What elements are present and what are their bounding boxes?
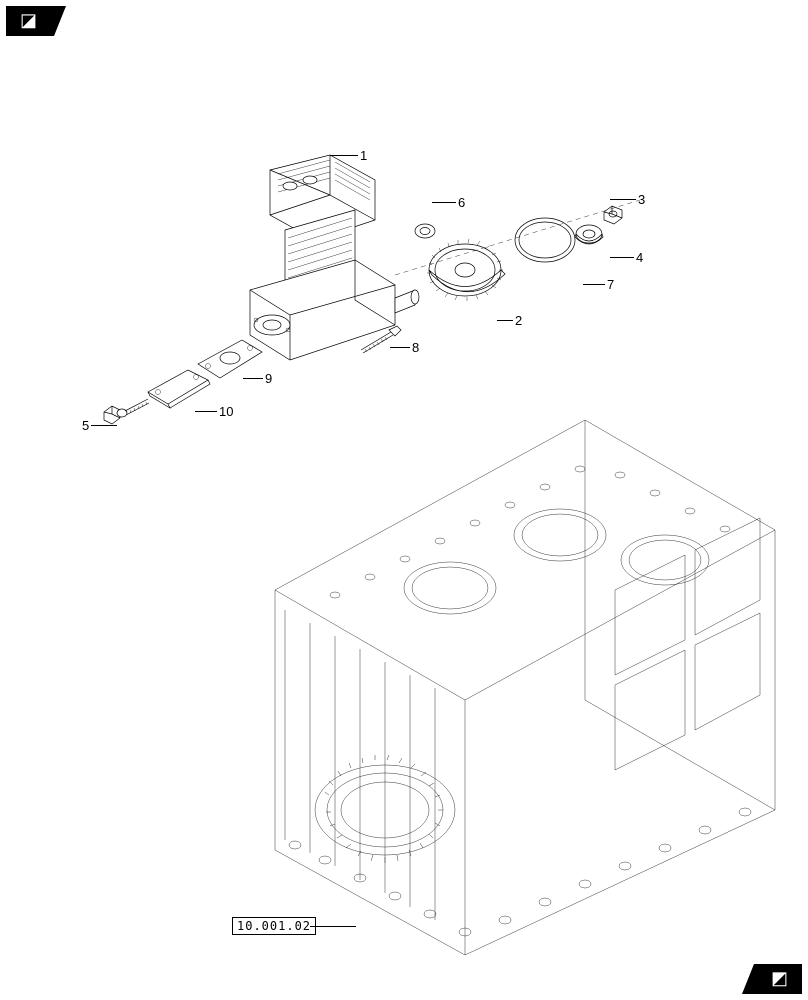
engine-block-reference	[215, 340, 795, 960]
callout-2: 2	[497, 313, 524, 328]
callout-leader	[195, 411, 217, 412]
callout-5: 5	[80, 418, 117, 433]
callout-8: 8	[390, 340, 421, 355]
reference-leader	[310, 926, 356, 927]
callout-leader	[432, 202, 456, 203]
callout-number: 4	[634, 250, 645, 265]
callout-4: 4	[610, 250, 645, 265]
callout-6: 6	[432, 195, 467, 210]
callout-leader	[610, 199, 636, 200]
callout-leader	[610, 257, 634, 258]
callout-leader	[497, 320, 513, 321]
callout-leader	[390, 347, 410, 348]
corner-marker-top-left: ◪	[6, 6, 66, 36]
callout-number: 1	[358, 148, 369, 163]
book-icon: ◪	[20, 10, 37, 31]
callout-3: 3	[610, 192, 647, 207]
callout-10: 10	[195, 404, 235, 419]
callout-number: 10	[217, 404, 235, 419]
callout-number: 5	[80, 418, 91, 433]
corner-marker-bottom-right: ◩	[742, 964, 802, 994]
callout-leader	[583, 284, 605, 285]
callout-9: 9	[243, 371, 274, 386]
book-icon: ◩	[771, 968, 788, 989]
reference-label: 10.001.02	[232, 917, 316, 935]
callout-number: 6	[456, 195, 467, 210]
callout-leader	[330, 155, 358, 156]
callout-leader	[243, 378, 263, 379]
callout-number: 3	[636, 192, 647, 207]
callout-1: 1	[330, 148, 369, 163]
callout-7: 7	[583, 277, 616, 292]
callout-number: 7	[605, 277, 616, 292]
callout-number: 9	[263, 371, 274, 386]
callout-number: 8	[410, 340, 421, 355]
callout-number: 2	[513, 313, 524, 328]
callout-leader	[91, 425, 117, 426]
